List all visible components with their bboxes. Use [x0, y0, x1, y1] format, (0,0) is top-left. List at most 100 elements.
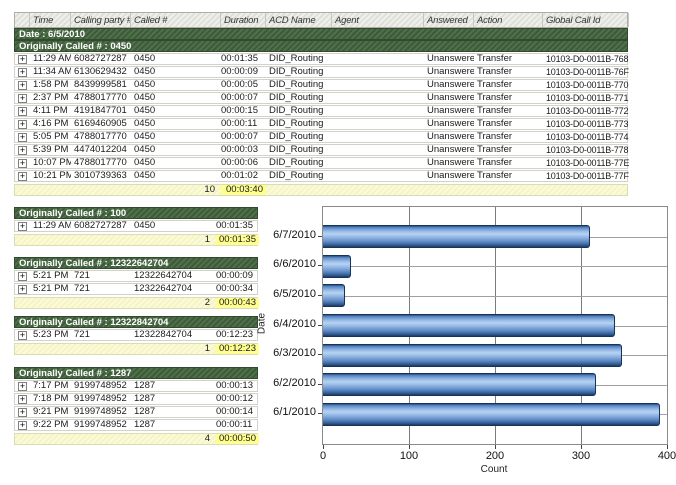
expand-cell: + [15, 132, 30, 142]
summary-total-duration: 00:00:43 [216, 298, 259, 308]
cell-called: 0450 [134, 221, 156, 231]
x-axis-tick-label: 400 [657, 450, 676, 462]
expand-icon[interactable]: + [18, 221, 27, 231]
cell-duration: 00:01:35 [216, 221, 253, 231]
cell-calling: 4191847701 [74, 106, 127, 116]
table-row: +2:37 PM 4788017770 0450 00:00:07 DID_Routin… [14, 92, 628, 104]
cell-calling: 8439999581 [74, 80, 127, 90]
expand-icon[interactable]: + [18, 145, 27, 155]
expand-cell: + [15, 93, 30, 103]
chart-bar-6/5/2010 [323, 284, 345, 307]
expand-icon[interactable]: + [18, 67, 27, 77]
column-header-answered: Answered [424, 13, 474, 27]
cell-time: 11:29 AM [33, 54, 71, 64]
summary-count: 10 [204, 184, 215, 195]
table-row: +7:18 PM 9199748952 1287 00:00:12 [14, 393, 258, 405]
cell-time: 7:17 PM [33, 381, 69, 391]
cell-called: 0450 [134, 54, 156, 64]
cell-duration: 00:00:09 [221, 67, 258, 77]
bar-chart-plot [322, 206, 668, 445]
cell-answered: Unanswered [427, 119, 474, 129]
expand-icon[interactable]: + [18, 284, 27, 294]
expand-icon[interactable]: + [18, 381, 27, 391]
cell-calling: 6082727287 [74, 221, 127, 231]
cell-action: Transfer [477, 80, 513, 90]
main-group-header: Originally Called # : 0450 [14, 40, 628, 52]
cell-calling: 6082727287 [74, 54, 127, 64]
summary-count: 2 [204, 297, 210, 308]
column-header-calling: Calling party # [71, 13, 131, 27]
expand-cell: + [15, 67, 30, 77]
sub-group-table: Originally Called # : 100 +11:29 AM 608272… [14, 207, 259, 246]
group-summary-row: 10 00:03:40 [14, 184, 628, 196]
cell-duration: 00:01:02 [221, 171, 258, 181]
summary-spacer [15, 434, 131, 444]
cell-acd: DID_Routing [269, 106, 324, 116]
y-axis-tick-label: 6/1/2010 [273, 406, 316, 418]
x-tick [495, 445, 496, 449]
cell-answered: Unanswered [427, 132, 474, 142]
table-row: +9:22 PM 9199748952 1287 00:00:11 [14, 419, 258, 431]
expand-icon[interactable]: + [18, 80, 27, 90]
cell-calling: 9199748952 [74, 407, 127, 417]
x-tick [323, 445, 324, 449]
column-header-time: Time [30, 13, 71, 27]
y-tick [318, 265, 322, 266]
cell-answered: Unanswered [427, 93, 474, 103]
cell-called: 1287 [134, 420, 156, 430]
cell-global: 10103-D0-0011B-771 [546, 93, 629, 103]
cell-duration: 00:00:14 [216, 407, 253, 417]
cell-answered: Unanswered [427, 67, 474, 77]
cell-time: 7:18 PM [33, 394, 69, 404]
summary-count: 1 [204, 234, 210, 245]
expand-cell: + [15, 106, 30, 116]
table-row: +4:16 PM 6169460905 0450 00:00:11 DID_Routin… [14, 118, 628, 130]
cell-called: 1287 [134, 381, 156, 391]
summary-total-duration: 00:01:35 [216, 235, 259, 245]
cell-duration: 00:00:07 [221, 93, 258, 103]
expand-icon[interactable]: + [18, 132, 27, 142]
expand-cell: + [15, 394, 30, 404]
column-header-duration: Duration [221, 13, 266, 27]
sub-group-header: Originally Called # : 12322842704 [14, 316, 258, 328]
expand-icon[interactable]: + [18, 158, 27, 168]
expand-cell: + [15, 221, 30, 231]
group-summary-row: 2 00:00:43 [14, 297, 259, 309]
cell-time: 4:16 PM [33, 119, 69, 129]
cell-duration: 00:00:06 [221, 158, 258, 168]
cell-action: Transfer [477, 67, 513, 77]
cell-global: 10103-D0-0011B-768 [546, 54, 629, 64]
cell-calling: 4788017770 [74, 158, 127, 168]
cell-calling: 3010739363 [74, 171, 127, 181]
cell-duration: 00:00:34 [216, 284, 253, 294]
cell-duration: 00:00:11 [221, 119, 258, 129]
expand-icon[interactable]: + [18, 93, 27, 103]
expand-icon[interactable]: + [18, 119, 27, 129]
chart-bar-6/4/2010 [323, 314, 615, 337]
expand-icon[interactable]: + [18, 420, 27, 430]
table-row: +5:05 PM 4788017770 0450 00:00:07 DID_Routin… [14, 131, 628, 143]
column-header-global: Global Call Id [543, 13, 629, 27]
y-tick [318, 384, 322, 385]
summary-spacer [15, 344, 131, 354]
cell-calling: 6169460905 [74, 119, 127, 129]
expand-icon[interactable]: + [18, 171, 27, 181]
expand-icon[interactable]: + [18, 330, 27, 340]
cell-action: Transfer [477, 54, 513, 64]
sub-group-header: Originally Called # : 12322642704 [14, 257, 258, 269]
cell-acd: DID_Routing [269, 145, 324, 155]
cell-acd: DID_Routing [269, 132, 324, 142]
y-tick [318, 325, 322, 326]
expand-icon[interactable]: + [18, 106, 27, 116]
expand-icon[interactable]: + [18, 54, 27, 64]
x-axis-tick-label: 100 [399, 450, 419, 462]
expand-icon[interactable]: + [18, 271, 27, 281]
expand-cell: + [15, 284, 30, 294]
cell-acd: DID_Routing [269, 80, 324, 90]
cell-called: 1287 [134, 407, 156, 417]
cell-time: 10:21 PM [33, 171, 71, 181]
expand-icon[interactable]: + [18, 394, 27, 404]
y-tick [318, 295, 322, 296]
cell-acd: DID_Routing [269, 119, 324, 129]
expand-icon[interactable]: + [18, 407, 27, 417]
